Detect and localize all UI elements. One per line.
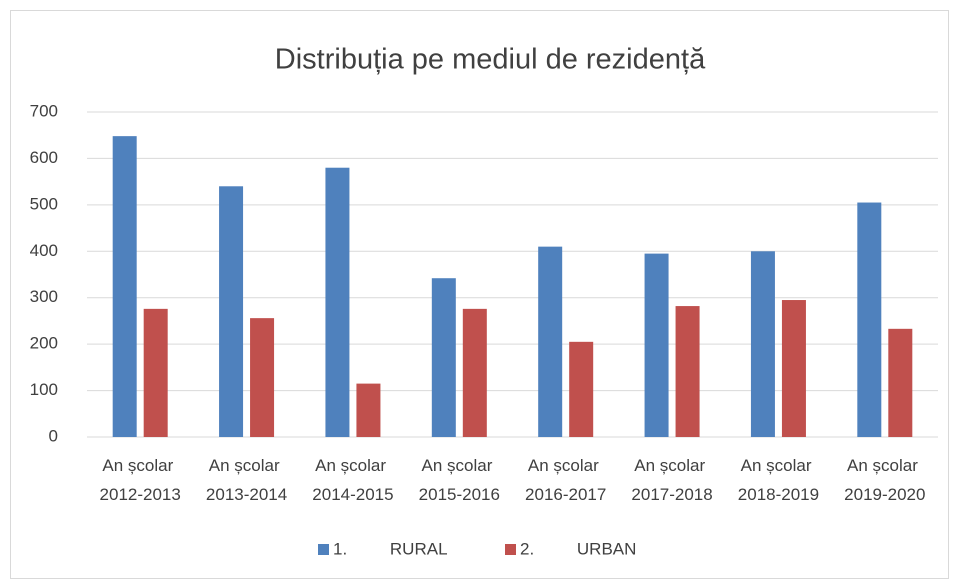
bar xyxy=(112,136,137,437)
y-tick-label: 0 xyxy=(49,426,58,445)
bar xyxy=(219,186,244,437)
bar xyxy=(143,308,168,437)
bar xyxy=(250,318,275,437)
bar xyxy=(431,278,456,437)
y-tick-label: 600 xyxy=(30,148,58,167)
legend-swatch xyxy=(318,544,329,555)
bar xyxy=(644,253,669,437)
x-tick-label: An școlar 2015-2016 xyxy=(419,456,500,504)
bar xyxy=(325,167,350,437)
y-tick-label: 100 xyxy=(30,380,58,399)
legend-swatch xyxy=(505,544,516,555)
x-tick-label: An școlar 2017-2018 xyxy=(631,456,712,504)
x-tick-label: An școlar 2012-2013 xyxy=(100,456,181,504)
bar xyxy=(750,251,775,437)
y-tick-label: 700 xyxy=(30,101,58,120)
y-tick-label: 400 xyxy=(30,241,58,260)
x-tick-label: An școlar 2014-2015 xyxy=(312,456,393,504)
y-tick-label: 200 xyxy=(30,334,58,353)
bar xyxy=(781,300,806,437)
bar xyxy=(857,202,882,437)
x-tick-label: An școlar 2013-2014 xyxy=(206,456,287,504)
chart-title: Distribuția pe mediul de rezidență xyxy=(275,44,706,76)
x-tick-label: An școlar 2016-2017 xyxy=(525,456,606,504)
legend-label: 1. RURAL xyxy=(333,539,448,558)
bar xyxy=(675,306,700,437)
chart-border xyxy=(10,10,949,579)
bar xyxy=(538,246,563,437)
bar xyxy=(569,341,594,437)
y-tick-label: 500 xyxy=(30,194,58,213)
y-tick-label: 300 xyxy=(30,287,58,306)
x-tick-label: An școlar 2019-2020 xyxy=(844,456,925,504)
bar xyxy=(888,328,913,437)
legend-label: 2. URBAN xyxy=(520,539,636,558)
x-tick-label: An școlar 2018-2019 xyxy=(738,456,819,504)
bar xyxy=(462,308,487,437)
bar xyxy=(356,383,381,437)
